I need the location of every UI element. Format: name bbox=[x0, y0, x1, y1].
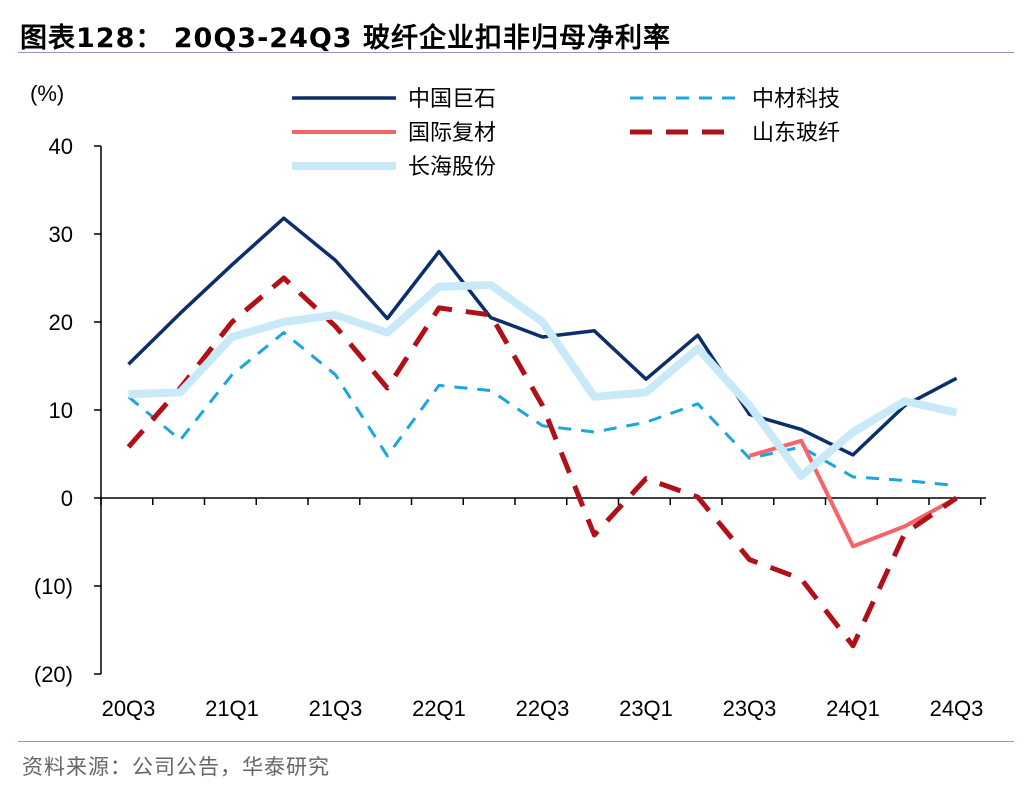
x-tick-label: 22Q3 bbox=[516, 696, 570, 721]
series-line-4 bbox=[126, 275, 958, 649]
footer-divider bbox=[18, 741, 1014, 742]
y-tick-label: 20 bbox=[49, 310, 73, 335]
x-tick-label: 23Q1 bbox=[619, 696, 673, 721]
series-line-5 bbox=[128, 281, 958, 480]
y-tick-label: (10) bbox=[34, 574, 73, 599]
x-tick-label: 22Q1 bbox=[412, 696, 466, 721]
y-tick-label: (20) bbox=[34, 662, 73, 687]
x-tick-label: 24Q1 bbox=[826, 696, 880, 721]
y-axis-unit-label: (%) bbox=[30, 81, 64, 106]
series-line-1 bbox=[127, 216, 958, 457]
x-tick-label: 24Q3 bbox=[930, 696, 984, 721]
chart-title: 图表128： 20Q3-24Q3 玻纤企业扣非归母净利率 bbox=[20, 23, 671, 54]
chart-series bbox=[126, 216, 958, 649]
title-divider bbox=[18, 52, 1014, 53]
y-tick-label: 30 bbox=[49, 222, 73, 247]
legend-label: 山东玻纤 bbox=[752, 121, 840, 146]
x-tick-label: 20Q3 bbox=[102, 696, 156, 721]
y-tick-label: 0 bbox=[61, 486, 73, 511]
y-tick-label: 40 bbox=[49, 134, 73, 159]
x-tick-label: 21Q3 bbox=[309, 696, 363, 721]
series-line-2 bbox=[127, 331, 957, 488]
legend-label: 中国巨石 bbox=[408, 87, 496, 112]
x-tick-label: 21Q1 bbox=[205, 696, 259, 721]
chart-axes: 40 30 20 10 0 (10) (20) 20Q3 21Q1 21Q3 22Q1 22Q3 23Q… bbox=[34, 134, 986, 721]
legend-label: 长海股份 bbox=[408, 155, 496, 180]
legend-label: 国际复材 bbox=[408, 121, 496, 146]
x-tick-label: 23Q3 bbox=[723, 696, 777, 721]
y-tick-label: 10 bbox=[49, 398, 73, 423]
source-note: 资料来源：公司公告，华泰研究 bbox=[22, 755, 330, 779]
legend-label: 中材科技 bbox=[752, 87, 840, 112]
